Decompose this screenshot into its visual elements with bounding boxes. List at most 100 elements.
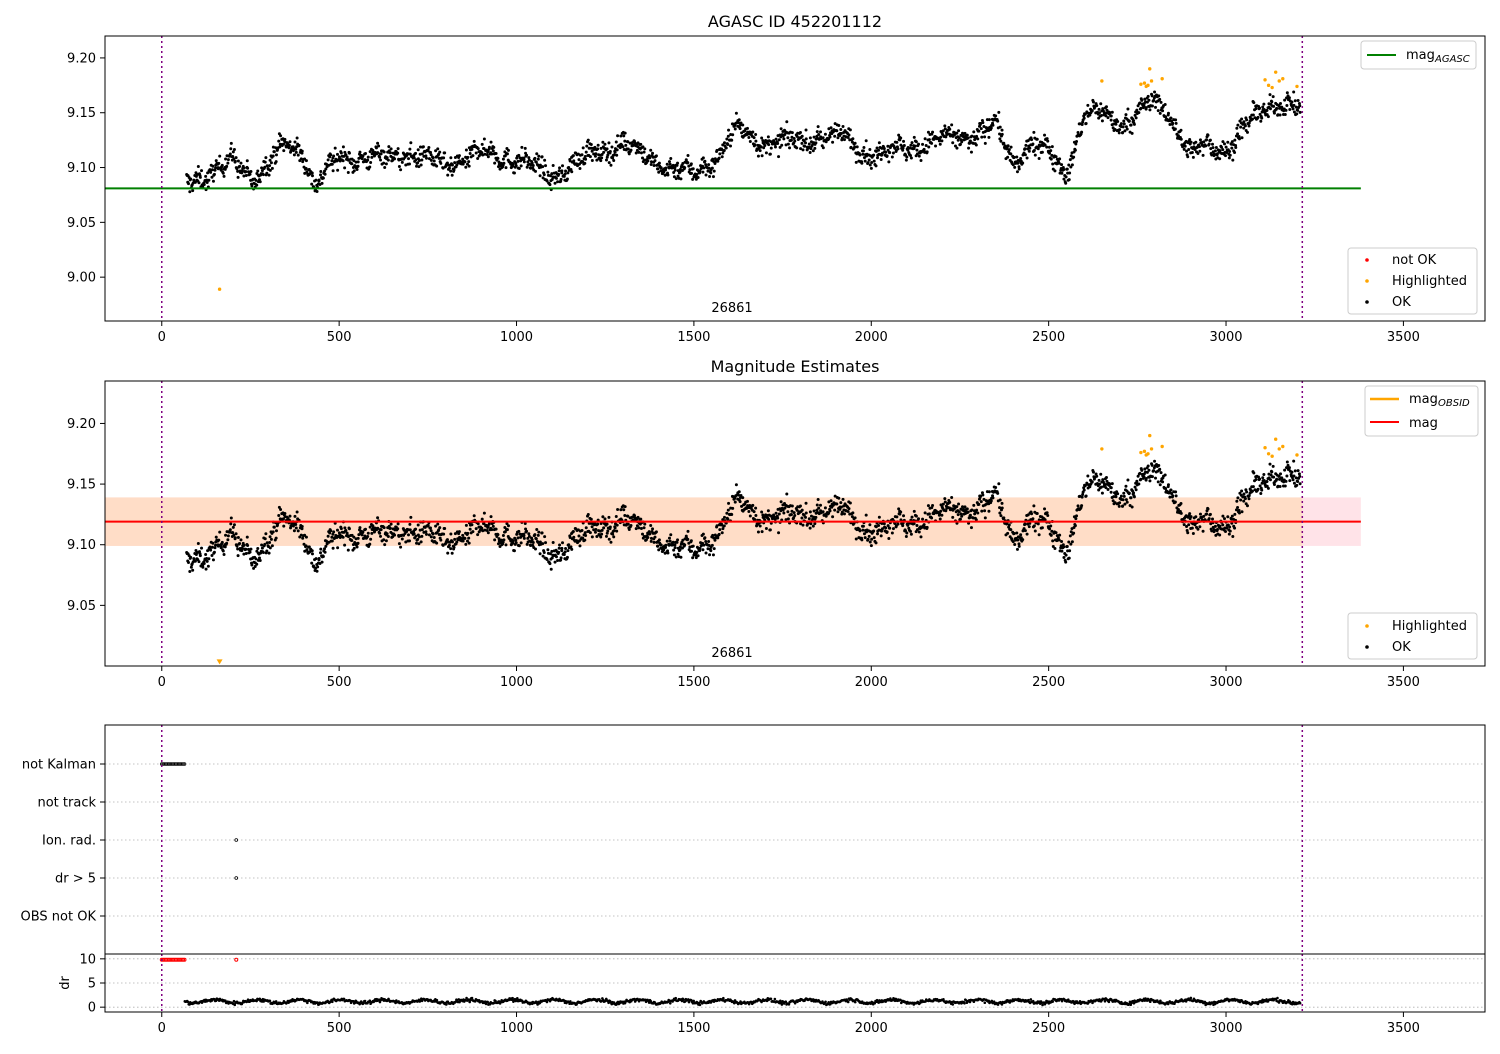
ok-point [816, 130, 819, 133]
ok-point [336, 529, 339, 532]
ok-point [865, 514, 868, 517]
ok-point [679, 177, 682, 180]
ok-point [449, 532, 452, 535]
ok-point [347, 171, 350, 174]
ok-point [1242, 120, 1245, 123]
ok-point [1002, 516, 1005, 519]
ok-point [656, 167, 659, 170]
highlighted-point [1150, 79, 1153, 82]
ok-point [1262, 103, 1265, 106]
ok-point [293, 529, 296, 532]
ok-point [222, 549, 225, 552]
ok-point [905, 532, 908, 535]
ok-point [1188, 138, 1191, 141]
ok-point [249, 548, 252, 551]
ok-point [398, 542, 401, 545]
ok-point [577, 534, 580, 537]
ok-point [1068, 172, 1071, 175]
ok-point [420, 535, 423, 538]
ok-point [959, 143, 962, 146]
ok-point [465, 149, 468, 152]
ok-point [749, 514, 752, 517]
ok-point [966, 507, 969, 510]
ok-point [808, 143, 811, 146]
ok-point [1018, 168, 1021, 171]
ok-point [943, 497, 946, 500]
ok-point [234, 536, 237, 539]
ok-point [1140, 469, 1143, 472]
ok-point [1269, 463, 1272, 466]
ok-point [215, 536, 218, 539]
ok-point [420, 158, 423, 161]
ok-point [591, 535, 594, 538]
ok-point [725, 138, 728, 141]
ok-point [804, 516, 807, 519]
ok-point [443, 527, 446, 530]
ok-point [640, 527, 643, 530]
ok-point [520, 146, 523, 149]
ok-point [190, 566, 193, 569]
ok-point [1024, 144, 1027, 147]
ok-point [382, 538, 385, 541]
ok-point [458, 530, 461, 533]
ok-point [994, 486, 997, 489]
ok-point [801, 135, 804, 138]
ok-point [1066, 168, 1069, 171]
ok-point [1294, 99, 1297, 102]
ok-point [643, 151, 646, 154]
ok-point [835, 502, 838, 505]
ok-point [398, 165, 401, 168]
ok-point [1293, 110, 1296, 113]
legend-swatch-dot [1365, 279, 1369, 283]
ok-point [754, 514, 757, 517]
ok-point [975, 135, 978, 138]
legend-label-subscript: OBSID [1438, 398, 1470, 409]
ok-point [637, 526, 640, 529]
ok-point [914, 145, 917, 148]
ok-point [718, 157, 721, 160]
ok-point [1286, 460, 1289, 463]
ok-point [348, 152, 351, 155]
ok-point [1251, 118, 1254, 121]
ok-point [721, 527, 724, 530]
ok-point [413, 532, 416, 535]
ok-point [1190, 515, 1193, 518]
ok-point [861, 153, 864, 156]
ok-point [1161, 480, 1164, 483]
ok-point [516, 536, 519, 539]
ok-point [884, 151, 887, 154]
ok-point [824, 506, 827, 509]
ok-point [1015, 155, 1018, 158]
ok-point [380, 152, 383, 155]
ok-point [1174, 118, 1177, 121]
ok-point [615, 154, 618, 157]
ok-point [296, 511, 299, 514]
ok-point [785, 493, 788, 496]
ok-point [1116, 120, 1119, 123]
ok-point [948, 501, 951, 504]
ok-point [1137, 111, 1140, 114]
ok-point [787, 143, 790, 146]
ok-point [775, 138, 778, 141]
ok-point [988, 490, 991, 493]
ok-point [264, 156, 267, 159]
ok-point [711, 544, 714, 547]
ok-point [1008, 148, 1011, 151]
ok-point [726, 518, 729, 521]
ok-point [1273, 483, 1276, 486]
ok-point [1118, 505, 1121, 508]
ok-point [666, 174, 669, 177]
ok-point [805, 137, 808, 140]
ok-point [870, 538, 873, 541]
ok-point [1016, 548, 1019, 551]
ok-point [213, 173, 216, 176]
ok-point [790, 139, 793, 142]
ok-point [390, 147, 393, 150]
ok-point [525, 530, 528, 533]
ok-point [1024, 529, 1027, 532]
ok-point [584, 531, 587, 534]
ok-point [502, 534, 505, 537]
ok-point [932, 138, 935, 141]
ok-point [1272, 476, 1275, 479]
